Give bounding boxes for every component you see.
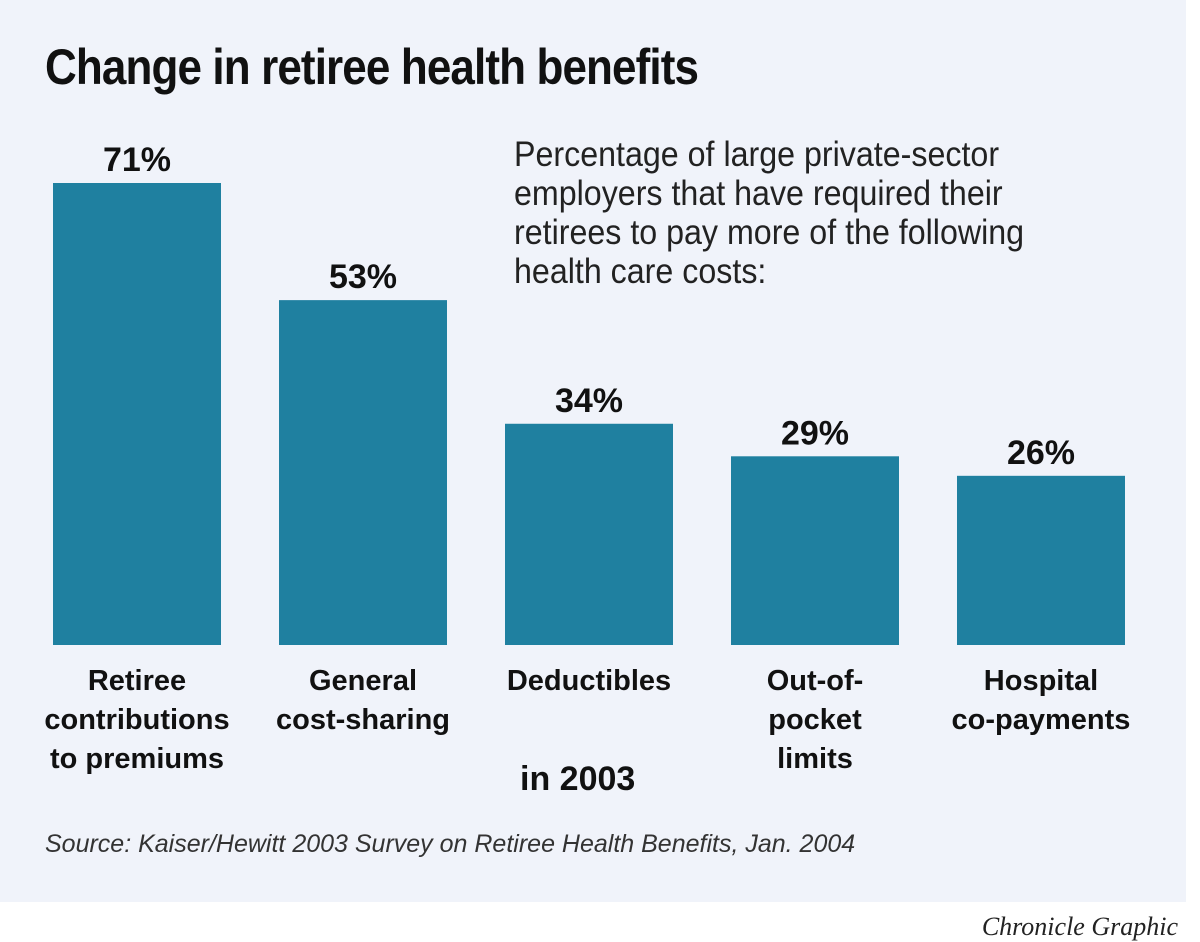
category-label: Hospital co-payments bbox=[928, 662, 1154, 740]
bar bbox=[505, 423, 673, 645]
category-label-line: co-payments bbox=[951, 704, 1131, 736]
category-label-line: pocket bbox=[768, 704, 862, 736]
category-label: General cost-sharing bbox=[250, 662, 476, 740]
bar bbox=[53, 183, 221, 645]
value-label: 53% bbox=[329, 258, 397, 296]
x-axis-label: in 2003 bbox=[520, 760, 636, 798]
credit-line: Chronicle Graphic bbox=[981, 912, 1178, 941]
category-label-line: Deductibles bbox=[506, 665, 672, 697]
category-label-line: contributions bbox=[44, 704, 230, 736]
category-label-line: limits bbox=[777, 743, 853, 775]
bar bbox=[731, 456, 899, 645]
chart-title: Change in retiree health benefits bbox=[45, 39, 699, 95]
value-label: 26% bbox=[1007, 434, 1075, 472]
category-label-line: Retiree bbox=[87, 665, 187, 697]
category-label-line: General bbox=[309, 665, 417, 697]
chart-subtitle: Percentage of large private-sector emplo… bbox=[514, 135, 1025, 291]
category-label-line: Out-of- bbox=[766, 665, 864, 697]
value-label: 29% bbox=[781, 414, 849, 452]
value-label: 71% bbox=[103, 141, 171, 179]
bar bbox=[957, 475, 1125, 645]
category-label-line: cost-sharing bbox=[275, 704, 451, 736]
category-label: Deductibles bbox=[476, 662, 702, 701]
bar bbox=[279, 300, 447, 645]
category-label-line: to premiums bbox=[49, 743, 225, 775]
category-label: Retiree contributions to premiums bbox=[24, 662, 250, 779]
source-note: Source: Kaiser/Hewitt 2003 Survey on Ret… bbox=[45, 830, 856, 858]
category-label-line: Hospital bbox=[983, 665, 1099, 697]
category-label: Out-of-pocket limits bbox=[702, 662, 928, 779]
value-label: 34% bbox=[555, 382, 623, 420]
